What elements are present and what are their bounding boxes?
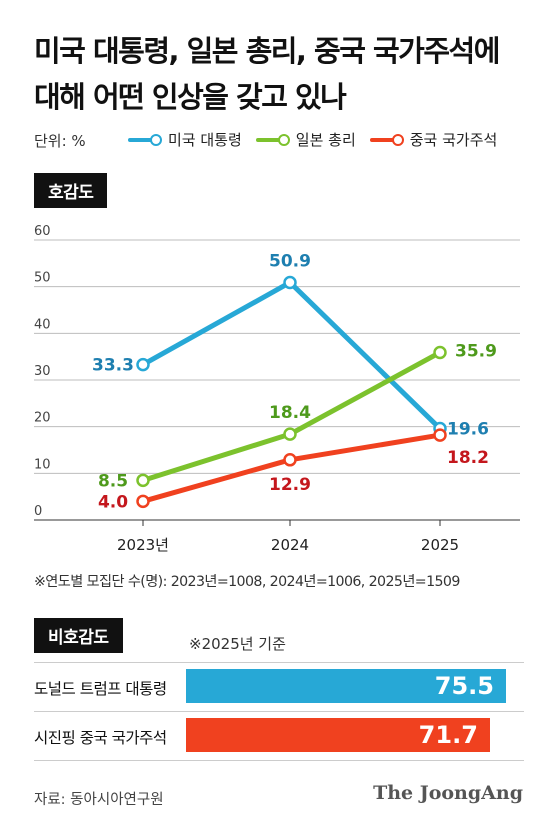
title-line-1: 미국 대통령, 일본 총리, 중국 국가주석에 bbox=[34, 34, 500, 68]
bar-trump: 75.5 bbox=[186, 669, 506, 703]
data-point-china-1 bbox=[283, 453, 297, 467]
legend-label-china: 중국 국가주석 bbox=[409, 131, 498, 149]
unit-label: 단위: % bbox=[34, 132, 86, 150]
legend-swatch-japan bbox=[255, 133, 290, 146]
unfavorable-basis-note: ※2025년 기준 bbox=[189, 635, 286, 653]
y-tick-label-40: 40 bbox=[34, 317, 51, 332]
legend-swatch-china bbox=[369, 133, 404, 146]
data-label-japan-1: 18.4 bbox=[269, 403, 311, 423]
x-tick-label-2: 2025 bbox=[421, 536, 459, 554]
data-label-china-0: 4.0 bbox=[98, 492, 128, 512]
data-point-us-0 bbox=[136, 357, 150, 372]
bar-divider-middle bbox=[34, 711, 524, 712]
data-label-us-0: 33.3 bbox=[92, 356, 134, 376]
data-point-japan-1 bbox=[283, 427, 297, 441]
favorability-line-chart: 0 10 20 30 40 50 60 2023년 2024 2025 33.3 50.9 19.6 8.… bbox=[34, 224, 520, 554]
bar-label-xi: 시진핑 중국 국가주석 bbox=[34, 729, 167, 747]
legend: 미국 대통령 일본 총리 중국 국가주석 bbox=[128, 129, 497, 150]
data-point-japan-0 bbox=[136, 473, 150, 488]
legend-swatch-us bbox=[128, 133, 162, 146]
data-label-us-2: 19.6 bbox=[447, 420, 489, 440]
y-tick-label-0: 0 bbox=[34, 504, 42, 519]
legend-label-us: 미국 대통령 bbox=[168, 131, 242, 149]
bar-divider-bottom bbox=[34, 760, 524, 761]
data-point-japan-2 bbox=[433, 345, 447, 360]
data-label-us-1: 50.9 bbox=[269, 251, 311, 271]
y-tick-label-10: 10 bbox=[34, 457, 51, 472]
data-label-china-1: 12.9 bbox=[269, 475, 311, 495]
legend-item-japan: 일본 총리 bbox=[255, 129, 356, 150]
bar-label-trump: 도널드 트럼프 대통령 bbox=[34, 680, 167, 698]
y-tick-label-50: 50 bbox=[34, 271, 51, 286]
data-point-us-1 bbox=[283, 275, 297, 290]
y-tick-label-30: 30 bbox=[34, 364, 51, 379]
data-point-china-2 bbox=[433, 428, 447, 442]
data-point-china-0 bbox=[136, 494, 150, 509]
x-tick-label-1: 2024 bbox=[271, 536, 309, 554]
unfavorable-section-label: 비호감도 bbox=[34, 618, 123, 653]
sample-size-footnote: ※연도별 모집단 수(명): 2023년=1008, 2024년=1006, 2… bbox=[34, 574, 460, 590]
data-label-japan-0: 8.5 bbox=[98, 471, 128, 491]
brand-logo: The JoongAng bbox=[373, 782, 523, 804]
legend-label-japan: 일본 총리 bbox=[295, 131, 356, 149]
bar-xi: 71.7 bbox=[186, 718, 490, 752]
x-tick-label-0: 2023년 bbox=[117, 536, 169, 554]
source-credit: 자료: 동아시아연구원 bbox=[34, 792, 164, 808]
chart-title: 미국 대통령, 일본 총리, 중국 국가주석에 대해 어떤 인상을 갖고 있나 bbox=[34, 28, 534, 120]
y-tick-label-60: 60 bbox=[34, 224, 51, 239]
favorable-section-label: 호감도 bbox=[34, 173, 108, 208]
legend-item-us: 미국 대통령 bbox=[128, 129, 242, 150]
legend-item-china: 중국 국가주석 bbox=[369, 129, 498, 150]
y-tick-label-20: 20 bbox=[34, 411, 51, 426]
data-label-japan-2: 35.9 bbox=[455, 341, 497, 361]
bar-divider-top bbox=[34, 662, 524, 663]
data-label-china-2: 18.2 bbox=[447, 448, 489, 468]
title-line-2: 대해 어떤 인상을 갖고 있나 bbox=[34, 80, 347, 114]
